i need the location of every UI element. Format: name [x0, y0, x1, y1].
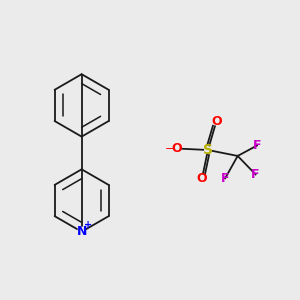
Text: O: O — [211, 115, 222, 128]
Text: F: F — [251, 168, 260, 181]
Text: O: O — [171, 142, 182, 155]
Text: −: − — [165, 143, 174, 154]
Text: N: N — [76, 225, 87, 238]
Text: F: F — [221, 172, 230, 185]
Text: S: S — [203, 143, 213, 157]
Text: F: F — [253, 139, 261, 152]
Text: +: + — [83, 220, 92, 230]
Text: O: O — [197, 172, 207, 185]
